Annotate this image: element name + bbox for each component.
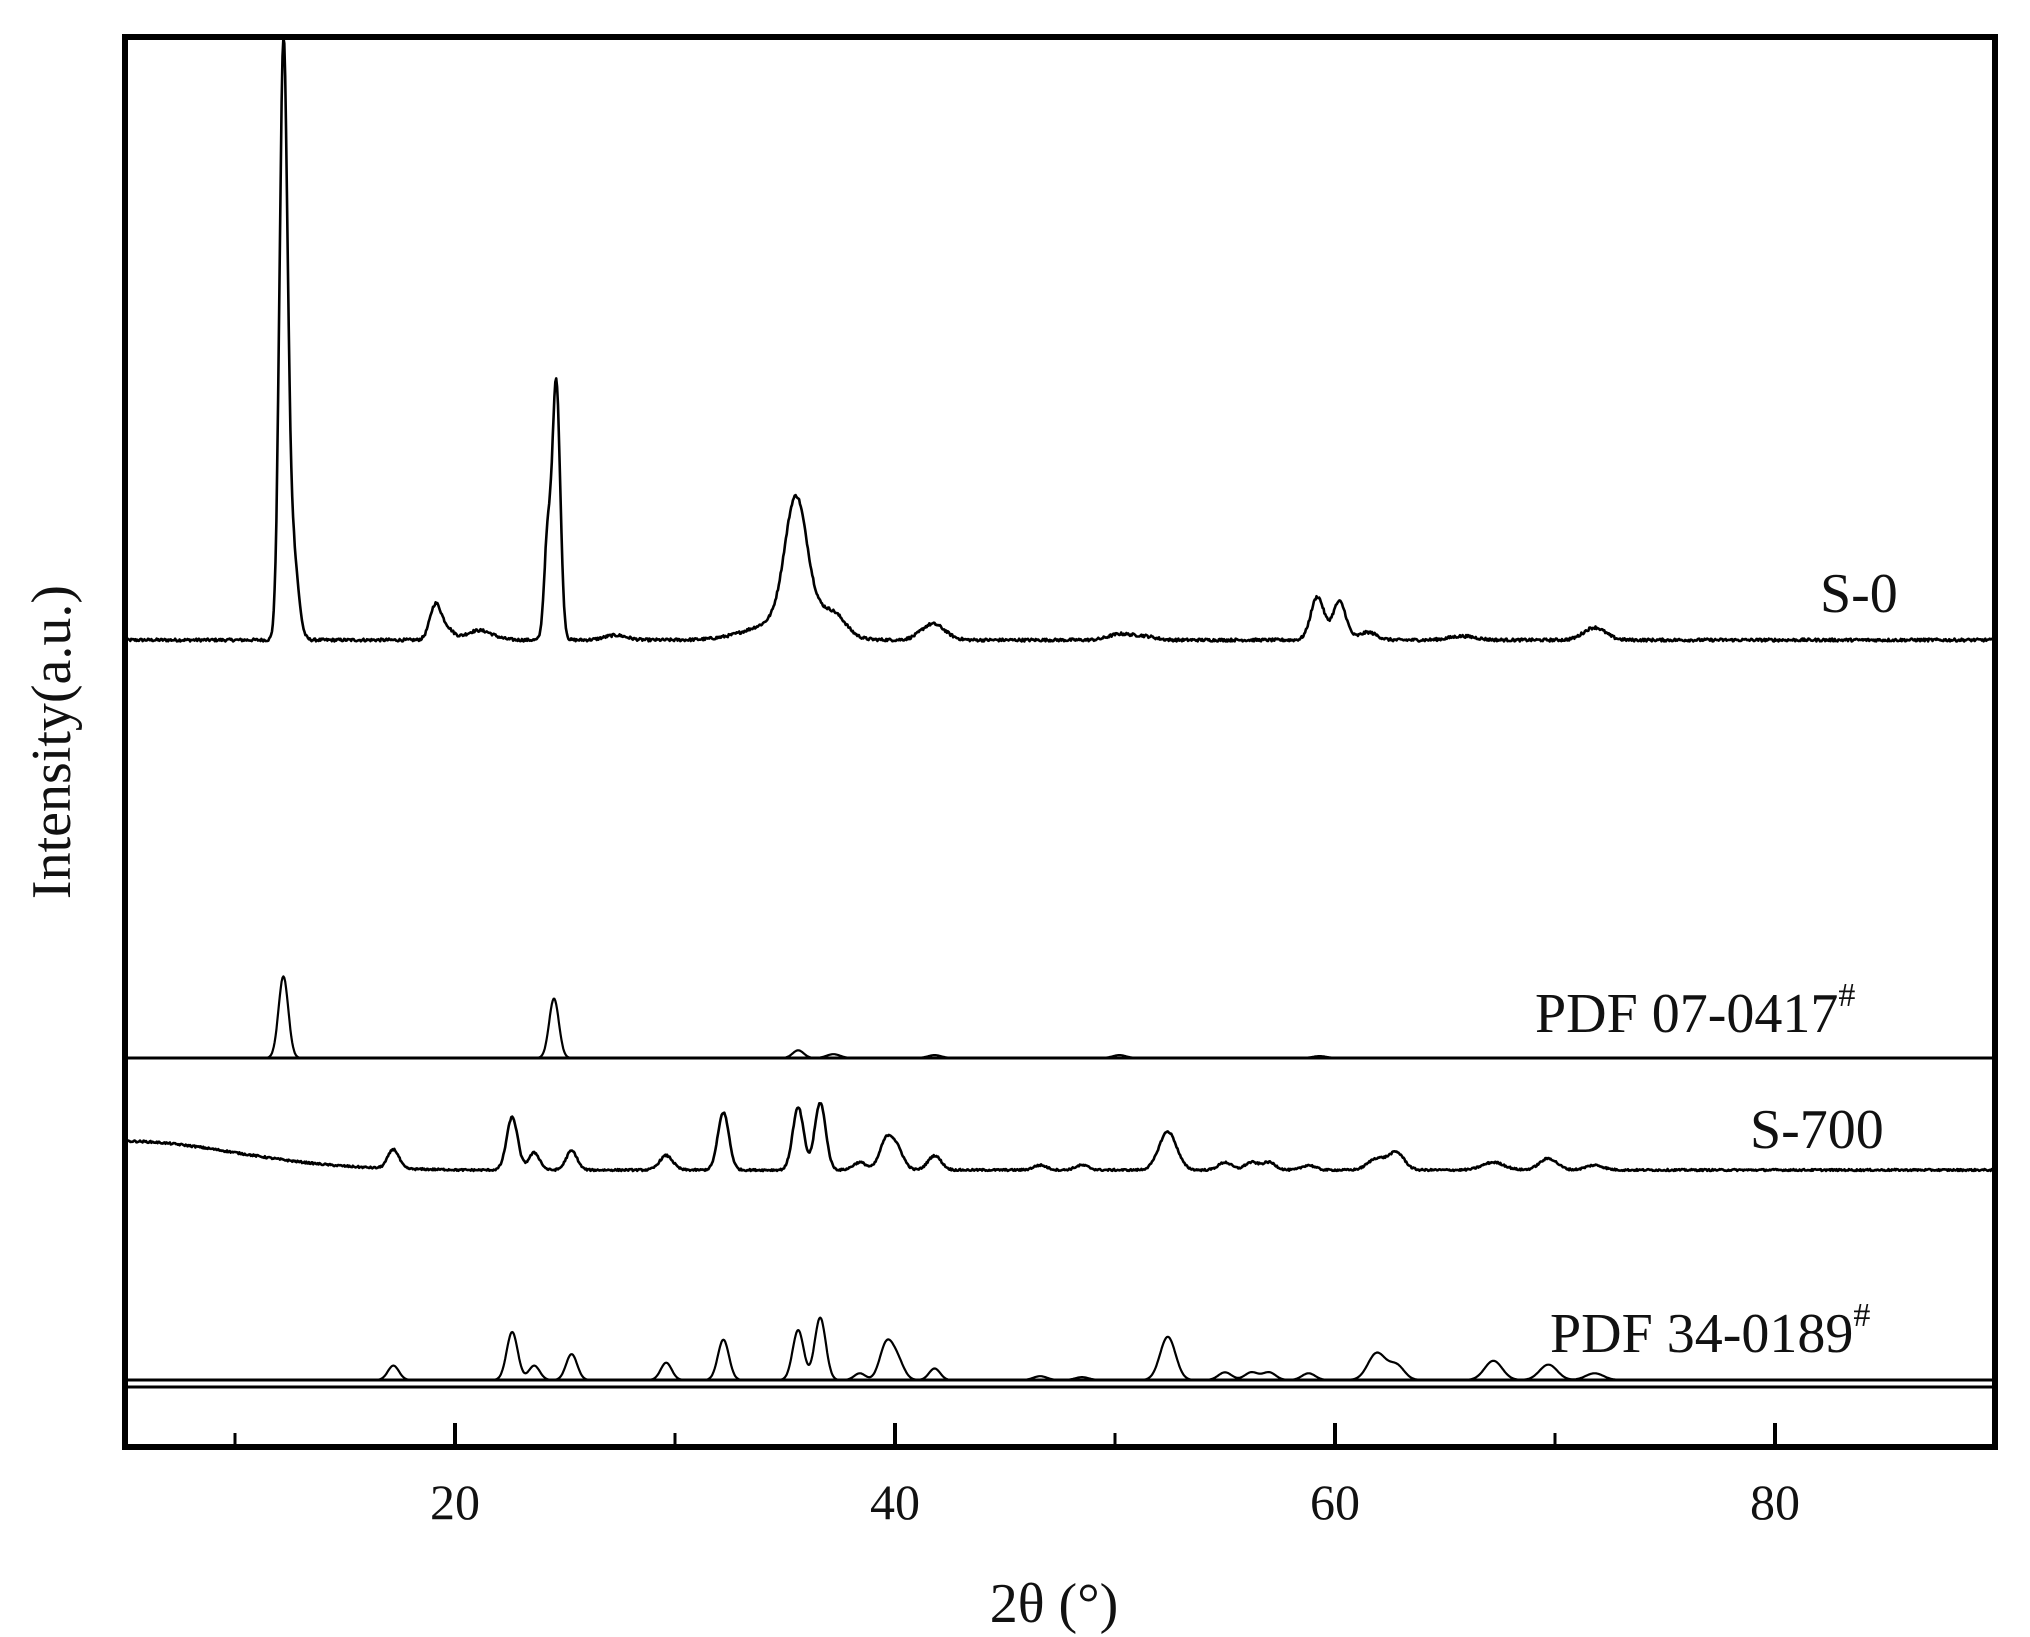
series-label: S-700 bbox=[1750, 1099, 1884, 1161]
series-label-text: S-700 bbox=[1750, 1099, 1884, 1161]
series-label: S-0 bbox=[1820, 563, 1898, 625]
series-label-text: PDF 07-0417 bbox=[1535, 983, 1838, 1045]
y-axis-label: Intensity(a.u.) bbox=[21, 585, 83, 899]
diffraction-patterns bbox=[124, 36, 1996, 1382]
x-tick-label: 40 bbox=[870, 1474, 920, 1530]
x-ticks: 20 40 60 80 bbox=[233, 1423, 1800, 1530]
series-label: PDF 34-0189# bbox=[1550, 1297, 1870, 1365]
x-tick-label: 20 bbox=[430, 1474, 480, 1530]
x-tick-label: 80 bbox=[1750, 1474, 1800, 1530]
series-line-s-700 bbox=[124, 1102, 1996, 1173]
x-axis-label: 2θ (°) bbox=[990, 1573, 1119, 1635]
series-line-s-0 bbox=[124, 36, 1996, 643]
plot-frame bbox=[122, 34, 1998, 1450]
reference-baselines bbox=[125, 1056, 1995, 1382]
x-tick-label: 60 bbox=[1310, 1474, 1360, 1530]
series-label-text: PDF 34-0189 bbox=[1550, 1303, 1853, 1365]
series-label-text: S-0 bbox=[1820, 563, 1898, 625]
plot-area: 20 40 60 80 bbox=[122, 34, 1998, 1530]
series-label-superscript: # bbox=[1838, 977, 1855, 1014]
series-label: PDF 07-0417# bbox=[1535, 977, 1855, 1045]
series-label-superscript: # bbox=[1853, 1297, 1870, 1334]
